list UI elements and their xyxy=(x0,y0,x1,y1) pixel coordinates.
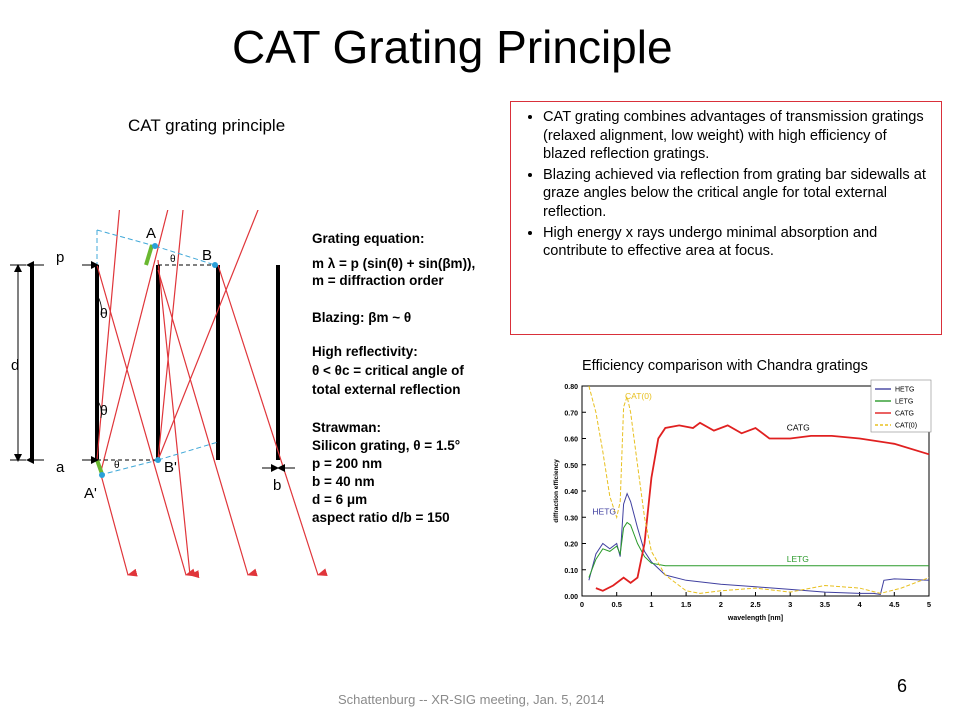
y-axis-label: diffraction efficiency xyxy=(553,459,560,523)
x-tick-label: 3 xyxy=(788,600,792,609)
slide-title: CAT Grating Principle xyxy=(232,21,673,73)
x-tick-label: 1.5 xyxy=(681,600,691,609)
bullet-box: CAT grating combines advantages of trans… xyxy=(510,101,942,335)
chart-legend: HETG LETG CATG CAT(0) xyxy=(870,379,932,433)
efficiency-chart: 0.00 0.10 0.20 0.30 0.40 0.50 0.60 0.70 0.80 0 0.5… xyxy=(553,379,932,622)
chart-annotation: CAT(0) xyxy=(625,391,652,401)
chart-annotations: CAT(0) CATG HETG LETG xyxy=(592,391,809,564)
construction-lines xyxy=(96,229,219,476)
label-b-width: b xyxy=(273,477,281,494)
label-b-prime: B' xyxy=(164,459,177,476)
bullet-list: CAT grating combines advantages of trans… xyxy=(521,108,931,261)
note-line: aspect ratio d/b = 150 xyxy=(312,510,450,525)
legend-label: CATG xyxy=(895,411,914,418)
chart-annotation: LETG xyxy=(787,554,809,564)
x-tick-label: 0 xyxy=(580,600,584,609)
legend-label: CAT(0) xyxy=(895,423,917,430)
grating-notes: Grating equation: m λ = p (sin(θ) + sin(… xyxy=(312,231,475,525)
y-tick-label: 0.40 xyxy=(564,489,578,496)
label-a-gap: a xyxy=(56,459,65,476)
note-line: m = diffraction order xyxy=(312,273,444,288)
legend-label: LETG xyxy=(895,399,913,406)
reflection-segment-a-prime xyxy=(95,459,104,475)
grating-bars xyxy=(30,265,280,460)
x-tick-label: 5 xyxy=(927,600,931,609)
x-tick-label: 2.5 xyxy=(750,600,760,609)
y-tick-label: 0.30 xyxy=(564,515,578,522)
label-theta-top: θ xyxy=(100,305,108,321)
label-p: p xyxy=(56,249,64,266)
x-tick-label: 4 xyxy=(858,600,863,609)
point-a-prime xyxy=(99,472,105,478)
legend-label: HETG xyxy=(895,387,914,394)
chart-axes: 0.00 0.10 0.20 0.30 0.40 0.50 0.60 0.70 0.80 0 0.5… xyxy=(553,384,931,622)
note-line: m λ = p (sin(θ) + sin(βm)), xyxy=(312,256,475,271)
note-line: b = 40 nm xyxy=(312,474,375,489)
series-line-catg xyxy=(595,421,930,592)
x-ray-paths xyxy=(96,210,328,579)
y-tick-label: 0.50 xyxy=(564,463,578,470)
label-theta-b: θ xyxy=(170,254,176,265)
y-tick-label: 0.20 xyxy=(564,542,578,549)
note-line: d = 6 μm xyxy=(312,492,367,507)
series-line-hetg xyxy=(588,492,930,595)
bullet-item: High energy x rays undergo minimal absor… xyxy=(543,224,931,261)
y-tick-label: 0.10 xyxy=(564,568,578,575)
y-tick-label: 0.70 xyxy=(564,410,578,417)
x-tick-label: 3.5 xyxy=(820,600,830,609)
x-tick-label: 1 xyxy=(649,600,653,609)
point-b-prime xyxy=(155,457,161,463)
page-number: 6 xyxy=(897,676,908,696)
y-tick-label: 0.60 xyxy=(564,437,578,444)
label-d: d xyxy=(11,357,19,374)
chart-caption: Efficiency comparison with Chandra grati… xyxy=(582,358,868,374)
label-theta-bottom: θ xyxy=(114,460,120,471)
diagram-caption: CAT grating principle xyxy=(128,116,286,135)
point-a xyxy=(152,243,158,249)
point-b xyxy=(212,262,218,268)
note-line: High reflectivity: xyxy=(312,344,418,359)
note-line: Silicon grating, θ = 1.5° xyxy=(312,438,460,453)
y-tick-label: 0.80 xyxy=(564,384,578,391)
reflection-segment-a xyxy=(144,244,154,266)
label-b: B xyxy=(202,247,212,264)
label-a: A xyxy=(146,225,156,242)
note-line: Strawman: xyxy=(312,420,381,435)
y-tick-label: 0.00 xyxy=(564,594,578,601)
dimension-markers xyxy=(10,261,295,472)
note-line: Blazing: βm ~ θ xyxy=(312,310,411,325)
series-line-cat0 xyxy=(588,385,930,594)
grating-diagram: A B A' B' p d a b θ θ θ θ Grating equati… xyxy=(10,210,475,579)
chart-annotation: CATG xyxy=(787,423,810,433)
bullet-item: Blazing achieved via reflection from gra… xyxy=(543,166,931,222)
chart-annotation: HETG xyxy=(592,507,616,517)
note-line: θ < θc = critical angle of xyxy=(312,363,464,378)
label-theta-mid: θ xyxy=(100,402,108,418)
x-tick-label: 0.5 xyxy=(611,600,621,609)
x-tick-label: 4.5 xyxy=(889,600,899,609)
x-axis-label: wavelength [nm] xyxy=(727,615,783,622)
note-line: Grating equation: xyxy=(312,231,425,246)
bullet-item: CAT grating combines advantages of trans… xyxy=(543,108,931,164)
label-a-prime: A' xyxy=(84,485,97,502)
chart-series xyxy=(588,385,930,595)
series-line-letg xyxy=(588,521,929,578)
footer-text: Schattenburg -- XR-SIG meeting, Jan. 5, … xyxy=(338,692,605,707)
note-line: total external reflection xyxy=(312,382,461,397)
note-line: p = 200 nm xyxy=(312,456,382,471)
x-tick-label: 2 xyxy=(719,600,723,609)
